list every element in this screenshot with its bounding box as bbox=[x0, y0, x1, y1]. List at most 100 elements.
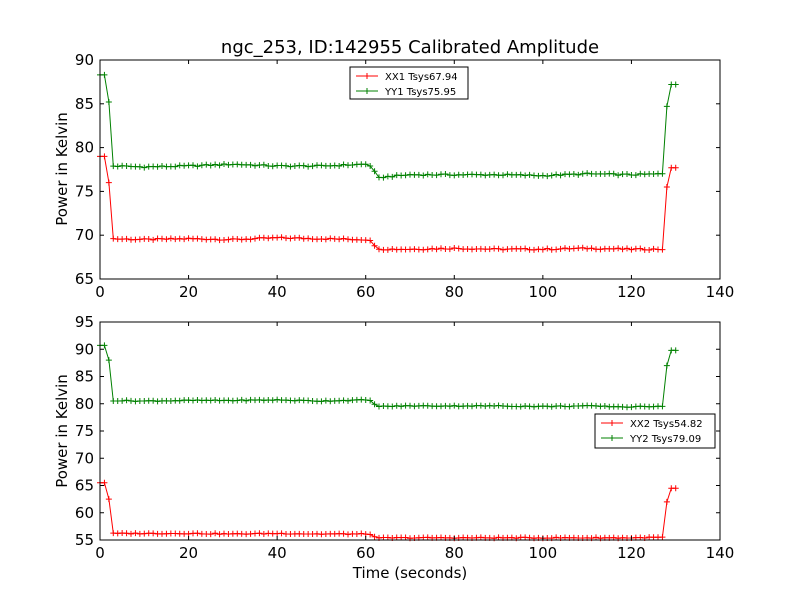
top-ylabel: Power in Kelvin bbox=[53, 112, 71, 226]
data-point bbox=[159, 162, 165, 169]
data-point bbox=[101, 342, 108, 349]
data-point bbox=[123, 235, 130, 242]
data-point bbox=[424, 171, 431, 178]
y-tick-label: 90 bbox=[75, 340, 94, 358]
data-point bbox=[522, 245, 529, 252]
data-point bbox=[389, 246, 396, 253]
data-point bbox=[336, 162, 343, 169]
data-point bbox=[584, 170, 591, 177]
data-point bbox=[610, 245, 617, 252]
data-point bbox=[579, 244, 586, 251]
data-point bbox=[398, 403, 405, 410]
data-point bbox=[672, 485, 679, 492]
data-point bbox=[212, 397, 219, 404]
data-point bbox=[526, 171, 533, 178]
data-point bbox=[105, 179, 112, 186]
data-point bbox=[601, 402, 608, 409]
data-point bbox=[433, 172, 440, 179]
data-point bbox=[194, 397, 201, 404]
y-tick-label: 95 bbox=[75, 313, 94, 331]
data-point bbox=[119, 397, 126, 404]
data-point bbox=[225, 236, 232, 243]
x-tick-label: 140 bbox=[706, 283, 735, 301]
data-point bbox=[393, 402, 400, 409]
data-point bbox=[296, 234, 303, 241]
data-point bbox=[123, 530, 130, 537]
data-point bbox=[212, 530, 219, 537]
data-point bbox=[624, 245, 630, 252]
data-point bbox=[216, 531, 223, 538]
legend-label: YY2 Tsys79.09 bbox=[629, 434, 701, 445]
data-point bbox=[429, 245, 436, 252]
legend-box bbox=[349, 66, 469, 100]
data-point bbox=[548, 403, 555, 410]
data-point bbox=[128, 530, 134, 537]
data-point bbox=[522, 172, 529, 179]
data-point bbox=[238, 396, 245, 403]
data-point bbox=[544, 173, 551, 180]
data-point bbox=[553, 246, 560, 253]
data-point bbox=[167, 235, 174, 242]
data-point bbox=[659, 534, 666, 541]
data-point bbox=[570, 170, 577, 177]
data-point bbox=[145, 235, 152, 242]
data-point bbox=[247, 236, 254, 243]
legend-label: XX1 Tsys67.94 bbox=[385, 72, 458, 83]
data-point bbox=[367, 237, 374, 244]
data-point bbox=[340, 530, 347, 537]
data-point bbox=[482, 172, 489, 179]
data-point bbox=[389, 173, 396, 180]
data-point bbox=[256, 530, 263, 537]
data-point bbox=[291, 397, 298, 404]
bottom-xlabel: Time (seconds) bbox=[352, 564, 468, 582]
x-tick-label: 40 bbox=[268, 283, 287, 301]
x-tick-label: 80 bbox=[445, 544, 464, 562]
legend-box bbox=[594, 413, 716, 449]
data-point bbox=[190, 162, 196, 169]
data-point bbox=[194, 530, 201, 537]
data-point bbox=[491, 403, 498, 410]
chart-title: ngc_253, ID:142955 Calibrated Amplitude bbox=[221, 37, 599, 58]
legend: XX2 Tsys54.82 YY2 Tsys79.09 bbox=[594, 413, 716, 449]
data-point bbox=[176, 397, 183, 404]
x-tick-label: 100 bbox=[529, 544, 558, 562]
data-point bbox=[221, 160, 227, 167]
data-point bbox=[265, 235, 272, 242]
data-point bbox=[433, 246, 440, 253]
data-point bbox=[491, 171, 498, 178]
data-point bbox=[114, 163, 121, 170]
data-point bbox=[198, 162, 205, 169]
data-point bbox=[136, 236, 143, 243]
x-tick-label: 20 bbox=[179, 283, 198, 301]
legend-label: XX2 Tsys54.82 bbox=[630, 419, 703, 430]
legend-label: YY1 Tsys75.95 bbox=[384, 87, 456, 98]
data-point bbox=[154, 163, 161, 170]
data-point bbox=[305, 397, 312, 404]
data-point bbox=[207, 397, 214, 404]
data-point bbox=[318, 398, 325, 405]
data-point bbox=[446, 403, 453, 410]
data-point bbox=[539, 246, 546, 253]
data-point bbox=[305, 163, 312, 170]
data-point bbox=[322, 397, 329, 404]
data-point bbox=[424, 534, 431, 541]
x-tick-label: 60 bbox=[356, 283, 375, 301]
y-tick-label: 65 bbox=[75, 270, 94, 288]
data-point bbox=[349, 162, 356, 169]
y-tick-label: 85 bbox=[75, 368, 94, 386]
data-point bbox=[438, 245, 444, 252]
data-point bbox=[322, 236, 329, 243]
data-point bbox=[579, 170, 586, 177]
data-point bbox=[123, 397, 130, 404]
data-point bbox=[451, 172, 458, 179]
data-point bbox=[150, 397, 157, 404]
data-point bbox=[287, 163, 294, 170]
data-point bbox=[504, 171, 511, 178]
series-2-2 bbox=[97, 342, 679, 411]
data-point bbox=[637, 245, 644, 252]
x-tick-label: 60 bbox=[356, 544, 375, 562]
data-point bbox=[593, 534, 599, 541]
data-point bbox=[340, 161, 347, 168]
x-tick-label: 120 bbox=[617, 283, 646, 301]
data-point bbox=[628, 246, 635, 253]
